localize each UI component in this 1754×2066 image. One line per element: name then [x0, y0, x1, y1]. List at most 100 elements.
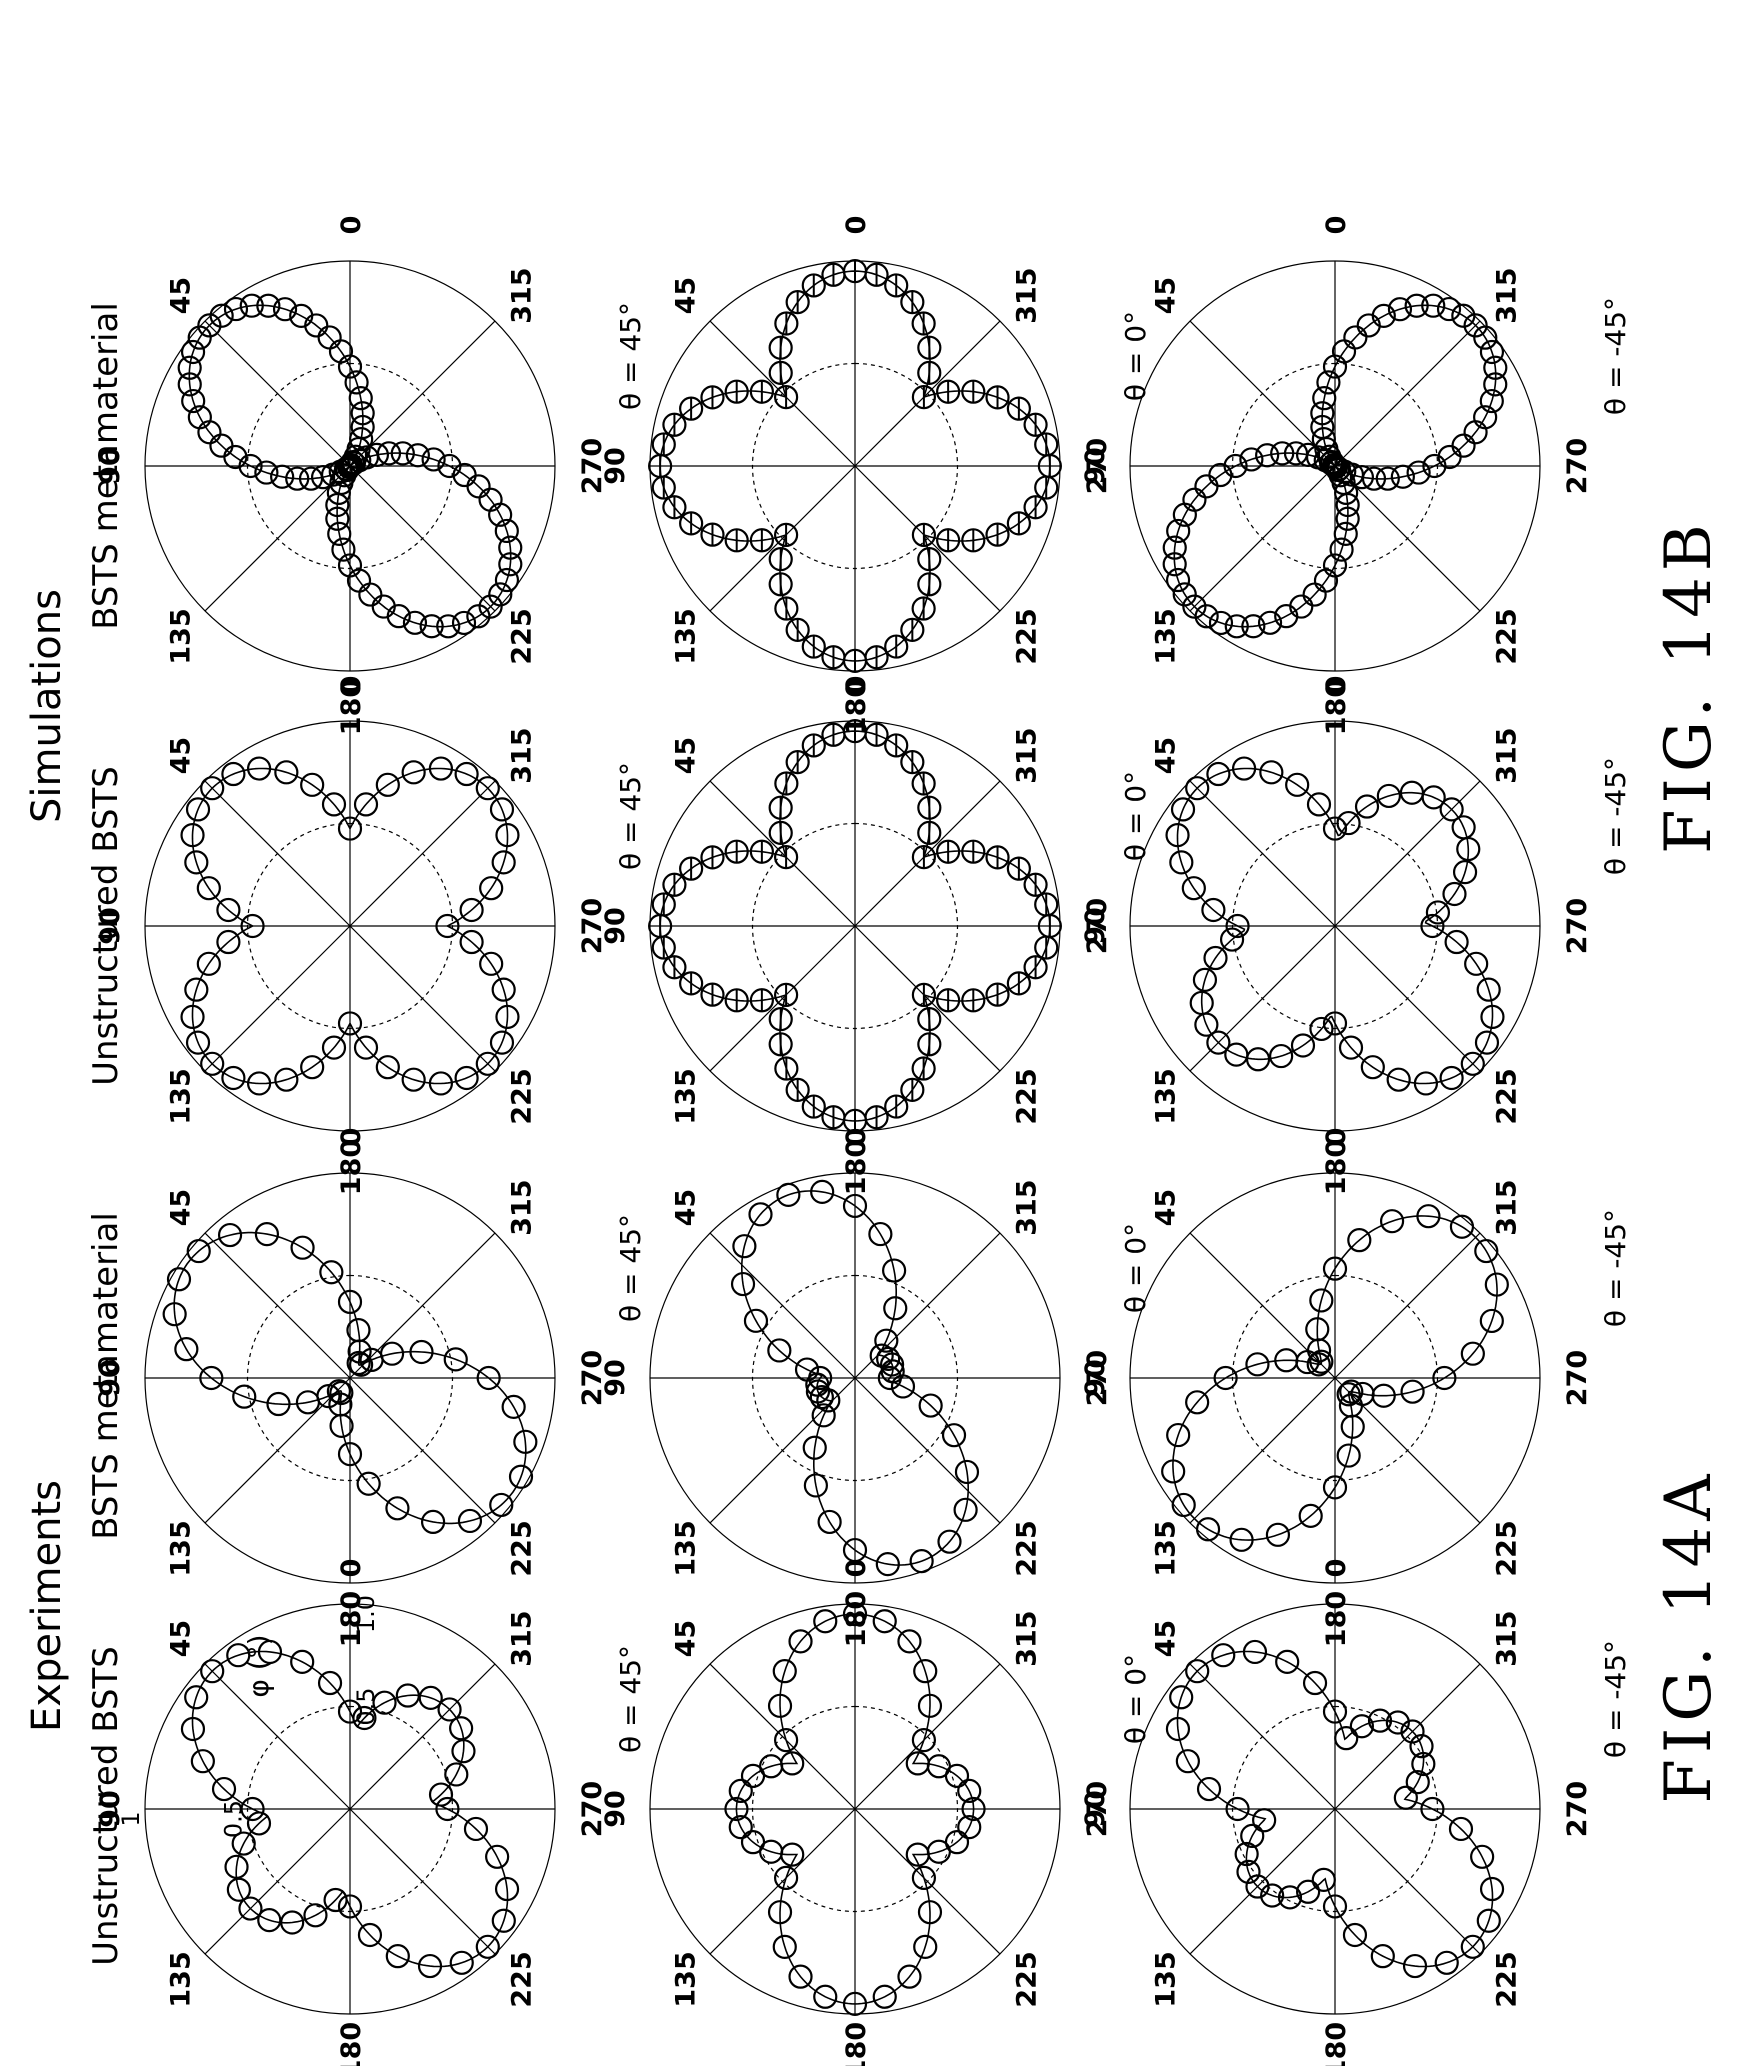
data-point — [1239, 447, 1264, 472]
data-point — [884, 634, 909, 659]
data-point — [180, 822, 205, 848]
angle-tick-label: 270 — [577, 1781, 608, 1837]
data-point — [1241, 614, 1266, 639]
angle-spoke — [204, 1663, 351, 1810]
data-point — [401, 760, 426, 785]
data-point — [181, 388, 206, 414]
section-simulations: Simulations Unstructured BSTS BSTS metam… — [24, 302, 1726, 1086]
data-point — [257, 1639, 283, 1665]
angle-tick-label: 0 — [1321, 1128, 1352, 1147]
data-point — [1476, 1908, 1501, 1933]
fit-curve — [173, 1231, 527, 1525]
angle-tick-label: 270 — [1562, 438, 1593, 494]
data-point — [463, 1816, 489, 1842]
data-point — [1006, 396, 1031, 421]
data-point — [803, 1473, 828, 1498]
data-point — [180, 339, 206, 365]
data-point — [495, 1004, 520, 1030]
angle-tick-label: 135 — [166, 1951, 197, 2007]
data-point — [508, 1464, 534, 1489]
angle-spoke — [1334, 1377, 1481, 1524]
angle-tick-label: 225 — [1011, 1951, 1042, 2007]
data-point — [326, 480, 351, 506]
data-point — [1322, 553, 1348, 578]
data-point — [936, 988, 961, 1013]
data-point — [728, 1814, 753, 1840]
data-point — [435, 1796, 460, 1822]
data-point — [180, 1004, 205, 1030]
data-point — [489, 1030, 515, 1055]
data-point — [290, 1235, 315, 1260]
column-title-sim-unstructured: Unstructured BSTS — [86, 766, 126, 1086]
data-point — [1006, 856, 1031, 881]
data-point — [359, 1347, 384, 1372]
data-point — [1274, 1348, 1299, 1373]
data-point — [475, 776, 500, 801]
angle-tick-label: 45 — [671, 277, 702, 315]
data-point — [1229, 1527, 1254, 1552]
data-point — [1420, 1796, 1445, 1822]
angle-spoke — [854, 780, 1001, 927]
data-point — [1322, 1894, 1348, 1919]
data-point — [1411, 1751, 1436, 1777]
data-point — [724, 839, 749, 864]
data-point — [1483, 355, 1508, 380]
data-point — [494, 1876, 520, 1902]
data-point — [1172, 582, 1197, 607]
data-point — [900, 750, 925, 775]
data-point — [869, 1343, 894, 1368]
angle-spoke — [854, 1377, 1001, 1524]
angle-tick-label: 225 — [1011, 1520, 1042, 1576]
data-point — [246, 756, 272, 781]
theta-label: θ = 45° — [614, 762, 647, 870]
data-point — [353, 1035, 379, 1060]
data-point — [274, 760, 299, 785]
angle-tick-label: 225 — [506, 1068, 537, 1124]
angle-tick-label: 135 — [1151, 1068, 1182, 1124]
data-point — [350, 401, 375, 426]
column-title-sim-metamaterial: BSTS metamaterial — [86, 302, 126, 630]
data-point — [768, 1032, 793, 1057]
data-point — [326, 1379, 351, 1404]
data-point — [1356, 313, 1381, 338]
data-point — [700, 385, 725, 410]
data-point — [325, 492, 350, 518]
data-point — [679, 396, 704, 421]
data-point — [459, 929, 484, 955]
data-point — [348, 386, 373, 411]
data-point — [768, 335, 793, 360]
data-point — [1225, 913, 1250, 939]
data-point — [913, 1934, 938, 1959]
data-point — [1211, 1643, 1236, 1668]
data-point — [1479, 388, 1504, 414]
data-point — [1370, 1944, 1395, 1969]
angle-tick-label: 135 — [166, 1068, 197, 1124]
data-point — [1165, 1716, 1191, 1742]
data-point — [917, 572, 942, 597]
data-point — [488, 582, 513, 607]
data-point — [774, 1865, 799, 1890]
data-point — [1006, 511, 1031, 536]
data-point — [651, 432, 676, 457]
data-point — [882, 1258, 907, 1283]
angle-tick-label: 180 — [841, 2022, 872, 2066]
data-point — [444, 1762, 469, 1787]
data-point — [917, 1693, 943, 1718]
data-point — [478, 594, 503, 619]
data-point — [813, 1609, 838, 1634]
data-point — [224, 1854, 249, 1879]
data-point — [1464, 951, 1489, 976]
data-point — [985, 982, 1010, 1007]
data-point — [1171, 1492, 1196, 1518]
angle-tick-label: 225 — [1011, 608, 1042, 664]
theta-label: θ = -45° — [1599, 757, 1632, 875]
angle-tick-label: 90 — [600, 907, 631, 945]
angle-spoke — [349, 320, 496, 467]
data-point — [331, 537, 356, 562]
data-point — [917, 1007, 942, 1032]
angle-tick-label: 45 — [671, 737, 702, 775]
theta-label: θ = -45° — [1599, 1640, 1632, 1758]
data-point — [1162, 552, 1187, 577]
data-point — [842, 1991, 868, 2016]
data-point — [768, 795, 793, 820]
